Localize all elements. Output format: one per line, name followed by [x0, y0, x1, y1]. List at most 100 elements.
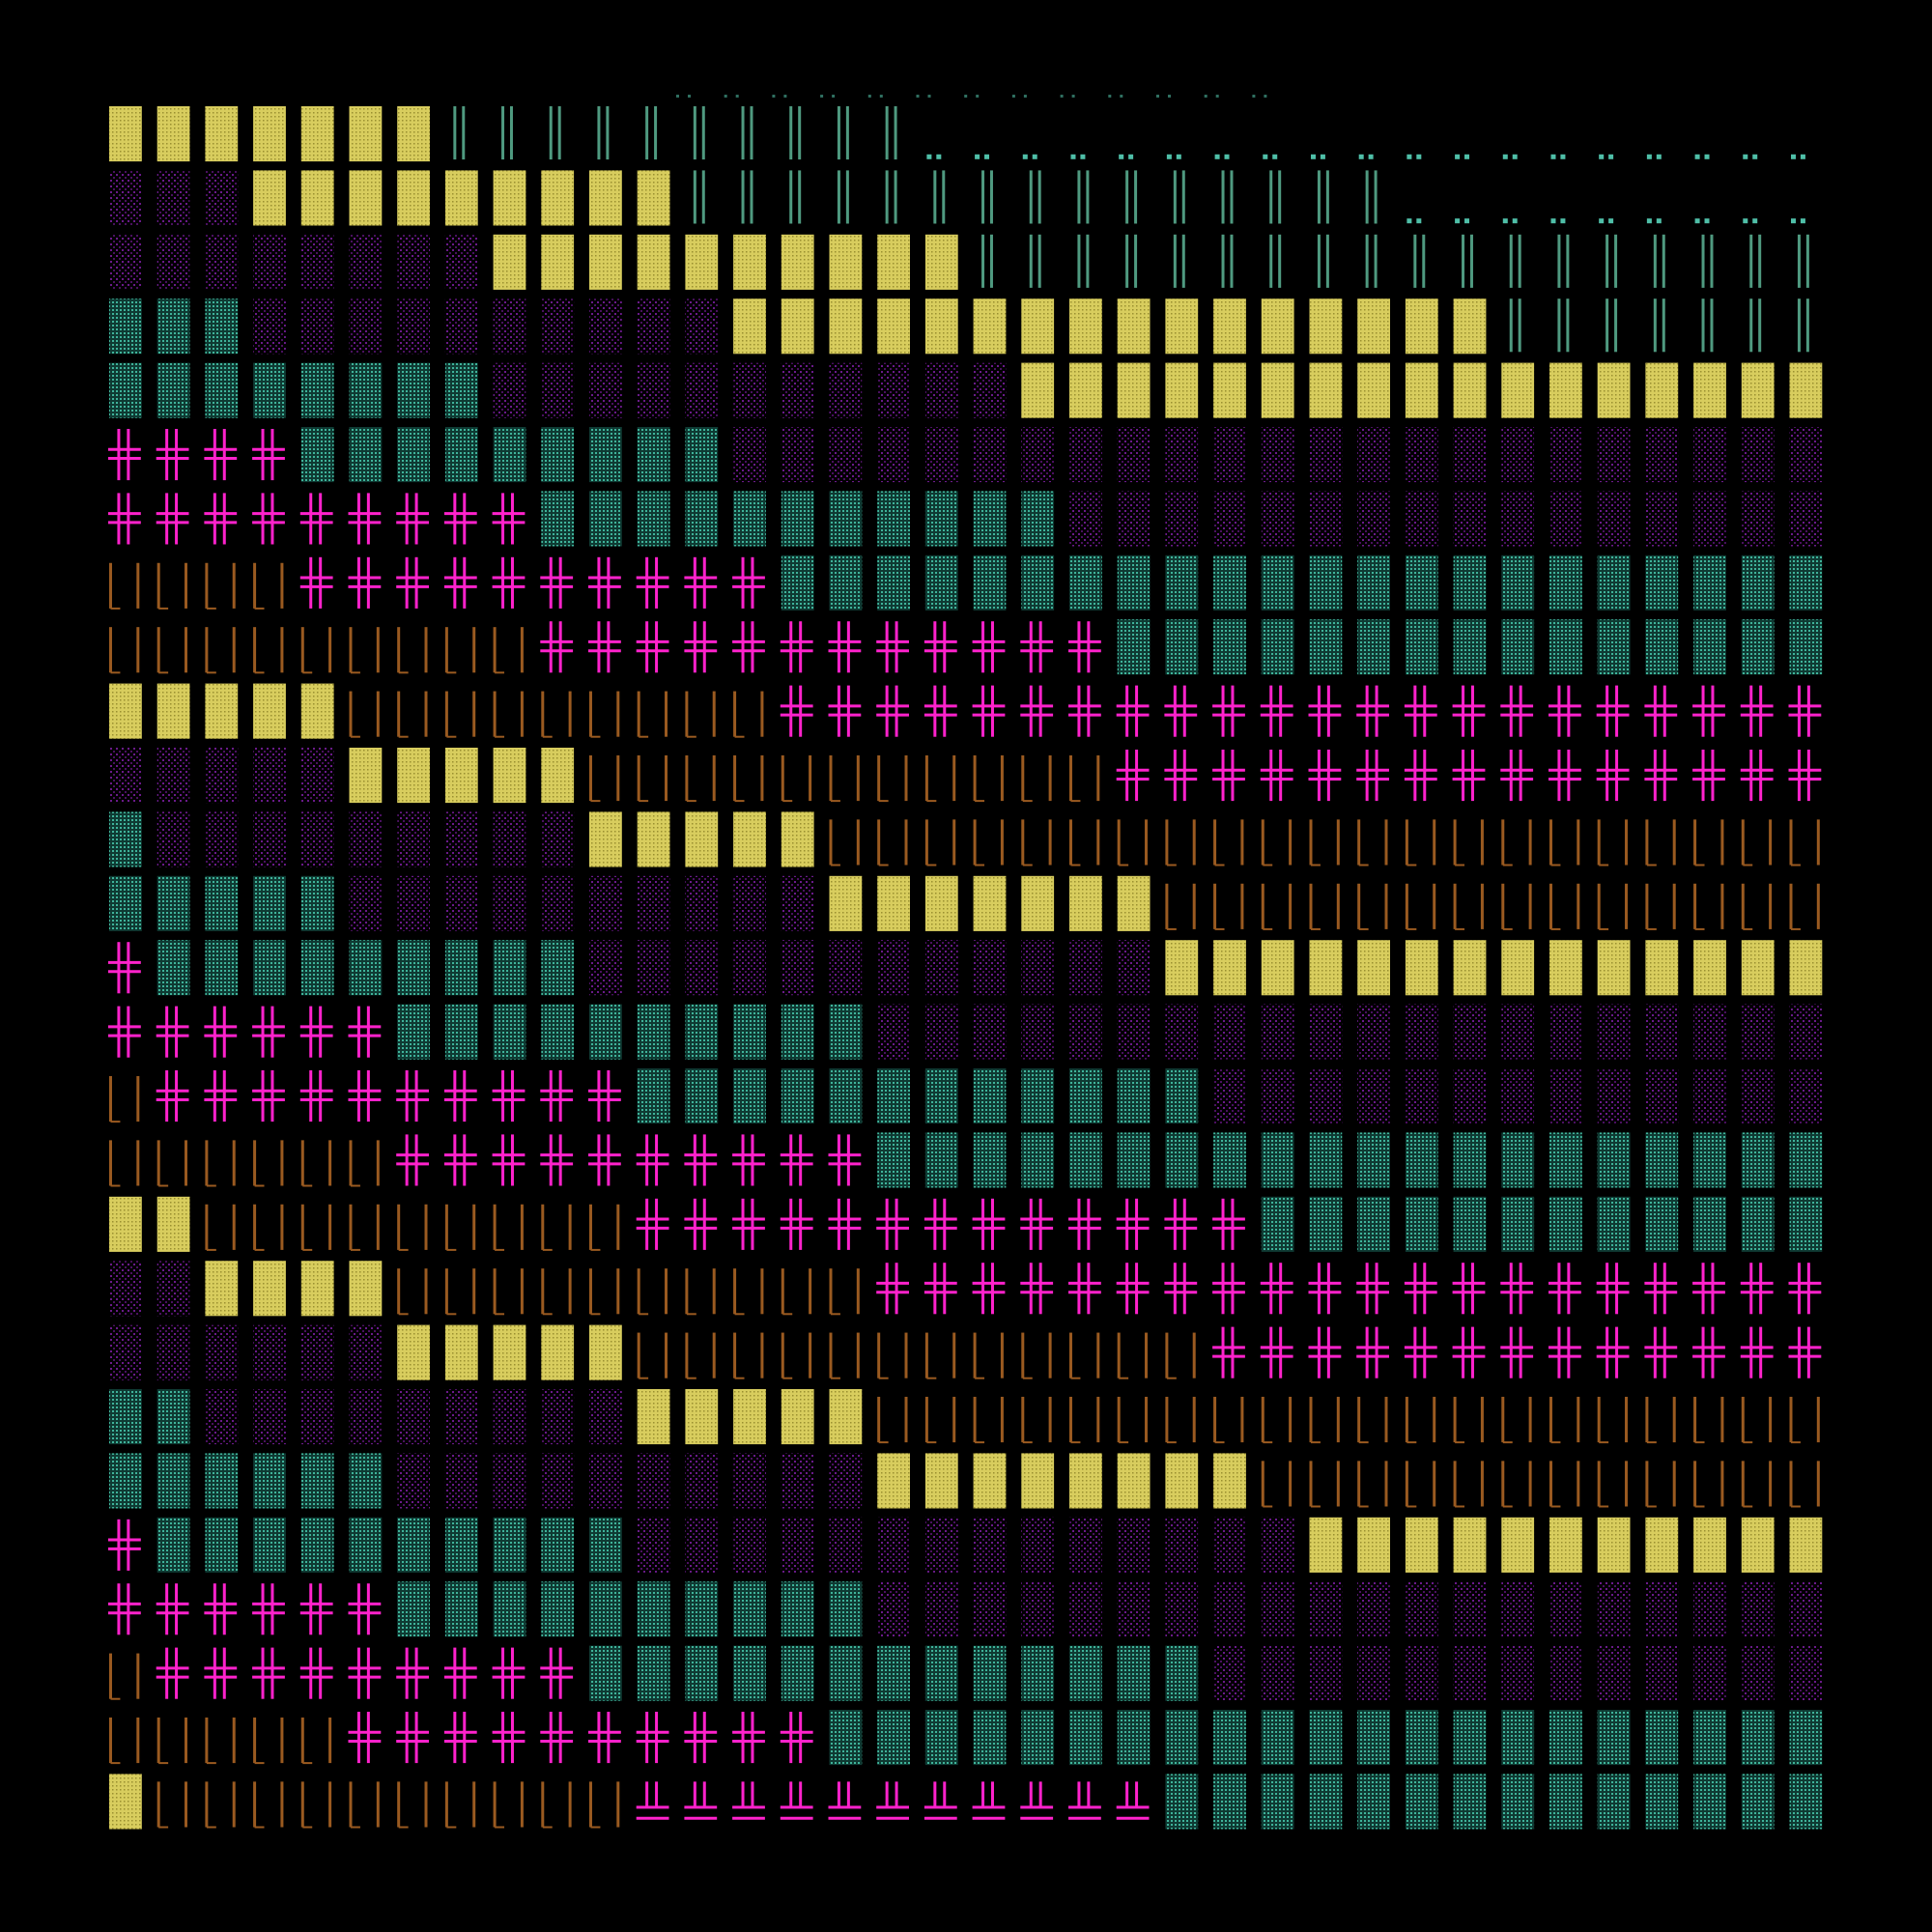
block-purple [444, 234, 478, 290]
block-yellow [685, 811, 719, 867]
block-purple [156, 170, 190, 226]
block-teal [205, 362, 239, 418]
block-teal [1789, 1774, 1823, 1830]
block-purple [1501, 1581, 1535, 1637]
block-purple [444, 298, 478, 355]
block-yellow [349, 1261, 383, 1317]
block-teal [205, 940, 239, 996]
block-purple [1309, 1581, 1343, 1637]
block-purple [253, 1324, 286, 1380]
block-teal [1117, 1645, 1151, 1701]
block-yellow [1597, 362, 1631, 418]
block-purple [973, 1004, 1007, 1060]
block-teal [829, 1581, 863, 1637]
block-purple [1645, 1068, 1679, 1124]
block-teal [493, 427, 526, 483]
dot [1550, 218, 1556, 224]
block-purple [1213, 1645, 1246, 1701]
block-yellow [1453, 1517, 1487, 1573]
block-purple [877, 1517, 910, 1573]
block-purple [1789, 1068, 1823, 1124]
block-purple [1693, 1581, 1726, 1637]
block-teal [733, 1645, 766, 1701]
block-yellow [1117, 362, 1151, 418]
dot [1176, 154, 1181, 159]
dot [1215, 95, 1219, 98]
block-teal [637, 427, 670, 483]
block-yellow [1597, 940, 1631, 996]
block-teal [1549, 1132, 1582, 1188]
block-purple [205, 1389, 239, 1445]
block-yellow [397, 748, 430, 804]
block-purple [877, 1581, 910, 1637]
block-teal [924, 1132, 958, 1188]
block-purple [1549, 491, 1582, 547]
block-purple [589, 362, 622, 418]
block-teal [1261, 1196, 1294, 1252]
block-teal [1165, 619, 1199, 675]
dot [1108, 95, 1112, 98]
block-yellow [493, 234, 526, 290]
block-purple [1261, 491, 1294, 547]
dot [1455, 218, 1461, 224]
block-purple [1069, 1581, 1102, 1637]
block-teal [493, 1004, 526, 1060]
block-purple [493, 1453, 526, 1509]
block-purple [1021, 427, 1055, 483]
block-teal [397, 427, 430, 483]
block-purple [1645, 491, 1679, 547]
block-teal [300, 427, 334, 483]
block-purple [1309, 1004, 1343, 1060]
block-yellow [1117, 1453, 1151, 1509]
block-teal [829, 1068, 863, 1124]
block-teal [253, 940, 286, 996]
block-teal [589, 491, 622, 547]
block-purple [1165, 427, 1199, 483]
dot [772, 95, 776, 98]
dot [1264, 95, 1267, 98]
block-purple [1357, 1068, 1390, 1124]
block-purple [109, 748, 142, 804]
block-purple [1549, 1581, 1582, 1637]
block-purple [1597, 1068, 1631, 1124]
block-purple [1501, 1068, 1535, 1124]
block-teal [1357, 1132, 1390, 1188]
block-teal [1309, 619, 1343, 675]
block-teal [589, 1645, 622, 1701]
block-teal [1501, 1710, 1535, 1766]
block-teal [1693, 1196, 1726, 1252]
block-teal [1597, 1132, 1631, 1188]
block-purple [1405, 1581, 1438, 1637]
block-yellow [1309, 940, 1343, 996]
block-teal [1165, 1710, 1199, 1766]
dot [964, 95, 968, 98]
block-yellow [1021, 875, 1055, 931]
block-purple [1549, 1068, 1582, 1124]
block-teal [829, 554, 863, 611]
block-purple [589, 940, 622, 996]
block-yellow [733, 811, 766, 867]
block-teal [493, 1581, 526, 1637]
block-purple [733, 875, 766, 931]
block-purple [109, 170, 142, 226]
block-purple [493, 298, 526, 355]
block-teal [253, 875, 286, 931]
block-yellow [1789, 362, 1823, 418]
block-teal [1597, 554, 1631, 611]
dot [1204, 95, 1208, 98]
dot [1646, 218, 1652, 224]
block-purple [1597, 1581, 1631, 1637]
block-teal [397, 1004, 430, 1060]
block-teal [685, 1581, 719, 1637]
block-teal [589, 1581, 622, 1637]
block-yellow [1213, 362, 1246, 418]
block-purple [1693, 1068, 1726, 1124]
block-yellow [156, 106, 190, 162]
block-teal [1453, 1710, 1487, 1766]
block-purple [1693, 1645, 1726, 1701]
block-purple [829, 1453, 863, 1509]
block-purple [1741, 1645, 1775, 1701]
block-teal [109, 875, 142, 931]
block-teal [1549, 619, 1582, 675]
block-teal [1693, 554, 1726, 611]
